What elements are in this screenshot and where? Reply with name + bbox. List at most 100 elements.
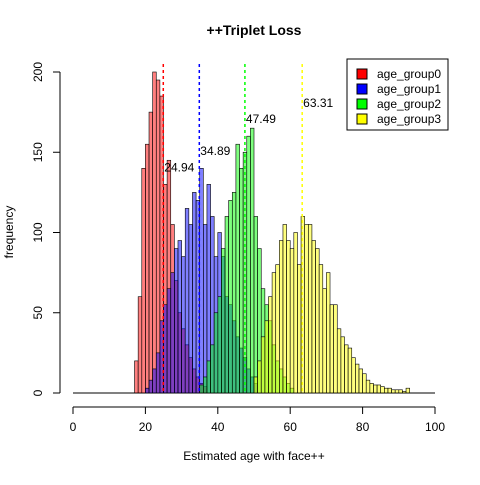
bar-age_group2-37 [206, 360, 211, 394]
bar-age_group2-43 [228, 200, 233, 394]
bar-age_group2-44 [231, 192, 237, 394]
bar-age_group1-32 [188, 224, 193, 394]
bar-age_group1-23 [155, 352, 161, 394]
bar-age_group2-35 [199, 384, 204, 394]
bar-age_group1-29 [177, 240, 182, 394]
bar-age_group1-36 [203, 224, 208, 394]
bar-age_group3-79 [358, 368, 363, 394]
bar-age_group1-25 [163, 304, 168, 394]
bar-age_group2-47 [242, 151, 248, 394]
bar-age_group1-33 [192, 192, 197, 394]
bar-age_group3-60 [289, 248, 295, 394]
bar-age_group3-55 [271, 272, 277, 394]
bar-age_group3-65 [307, 224, 313, 394]
bar-age_group0-20 [145, 143, 150, 394]
bar-age_group3-87 [387, 387, 392, 394]
bar-age_group2-40 [217, 296, 222, 394]
bar-age_group3-64 [304, 224, 309, 394]
bar-age_group3-61 [293, 232, 298, 394]
bar-age_group2-41 [221, 248, 226, 394]
bar-age_group3-74 [340, 336, 345, 394]
bar-age_group0-19 [141, 168, 146, 394]
mean-lines-layer: 24.94 34.89 47.49 63.31 [162, 63, 334, 393]
bar-age_group0-21 [148, 111, 153, 394]
y-tick-label-200: 200 [31, 62, 45, 82]
bar-age_group3-51 [257, 360, 262, 394]
legend-swatch-age_group3 [356, 113, 368, 125]
x-tick-label-80: 80 [356, 420, 370, 434]
bar-age_group3-86 [384, 387, 389, 394]
bar-age_group3-75 [344, 344, 349, 394]
bar-age_group3-58 [282, 224, 287, 394]
y-tick-label-50: 50 [31, 306, 45, 320]
bar-age_group2-50 [253, 216, 258, 394]
bar-age_group3-88 [391, 389, 396, 394]
bar-age_group2-39 [213, 312, 219, 394]
legend-swatch-age_group0 [356, 68, 368, 80]
mean-label-age_group2: 47.49 [246, 112, 276, 126]
legend-swatch-age_group2 [356, 98, 368, 110]
bar-age_group2-48 [246, 135, 251, 394]
bar-age_group3-82 [369, 383, 374, 394]
bar-age_group3-62 [297, 264, 302, 394]
y-tick-label-150: 150 [31, 142, 45, 162]
bar-age_group2-49 [250, 127, 255, 394]
x-tick-label-20: 20 [139, 420, 153, 434]
bar-age_group2-46 [239, 168, 244, 394]
bar-age_group1-27 [170, 272, 175, 394]
y-tick-label-100: 100 [31, 222, 45, 242]
bar-age_group3-70 [326, 272, 331, 394]
x-tick-label-0: 0 [70, 420, 77, 434]
legend-label-age_group1: age_group1 [377, 82, 441, 96]
bar-age_group1-28 [174, 248, 179, 394]
x-axis-label: Estimated age with face++ [183, 449, 324, 463]
bar-age_group3-52 [260, 336, 266, 394]
bar-age_group3-90 [398, 389, 403, 394]
bar-age_group2-36 [203, 376, 208, 394]
bar-age_group1-30 [181, 256, 186, 394]
bar-age_group1-31 [184, 208, 190, 394]
bar-age_group3-67 [315, 248, 320, 394]
bar-age_group3-78 [355, 363, 360, 394]
bar-age_group3-92 [405, 387, 410, 394]
bar-age_group3-69 [322, 288, 327, 394]
bar-age_group0-22 [152, 71, 157, 394]
bar-age_group3-76 [347, 347, 353, 394]
legend-label-age_group2: age_group2 [377, 97, 441, 111]
bar-age_group0-18 [137, 296, 143, 394]
bar-age_group3-54 [268, 296, 273, 394]
bar-age_group1-35 [199, 168, 204, 394]
x-tick-label-60: 60 [284, 420, 298, 434]
bars-layer [73, 71, 435, 394]
legend-label-age_group0: age_group0 [377, 67, 441, 81]
chart-title: ++Triplet Loss [207, 22, 302, 38]
x-tick-label-100: 100 [425, 420, 445, 434]
bar-age_group3-85 [380, 386, 385, 394]
bar-age_group3-89 [394, 389, 400, 394]
bar-age_group3-91 [402, 391, 407, 394]
bar-age_group3-84 [376, 384, 381, 394]
bar-age_group1-22 [152, 368, 157, 394]
bar-age_group3-59 [286, 240, 291, 394]
axes-layer: 0 20 40 60 80 100 0 50 100 150 200 [31, 62, 445, 434]
bar-age_group3-53 [264, 320, 269, 394]
y-axis-label: frequency [2, 206, 16, 259]
bar-age_group2-38 [210, 344, 215, 394]
bar-age_group3-80 [362, 373, 367, 394]
bar-age_group3-81 [365, 379, 371, 394]
mean-label-age_group1: 34.89 [200, 144, 230, 158]
x-tick-label-40: 40 [211, 420, 225, 434]
mean-label-age_group3: 63.31 [303, 96, 333, 110]
bar-age_group2-42 [224, 216, 229, 394]
bar-age_group3-56 [275, 264, 280, 394]
bar-age_group0-17 [134, 360, 139, 394]
mean-label-age_group0: 24.94 [164, 160, 194, 174]
bar-age_group3-71 [329, 304, 334, 394]
legend-swatch-age_group1 [356, 83, 368, 95]
bar-age_group3-66 [311, 240, 316, 394]
bar-age_group1-20 [145, 387, 150, 394]
legend-label-age_group3: age_group3 [377, 112, 441, 126]
